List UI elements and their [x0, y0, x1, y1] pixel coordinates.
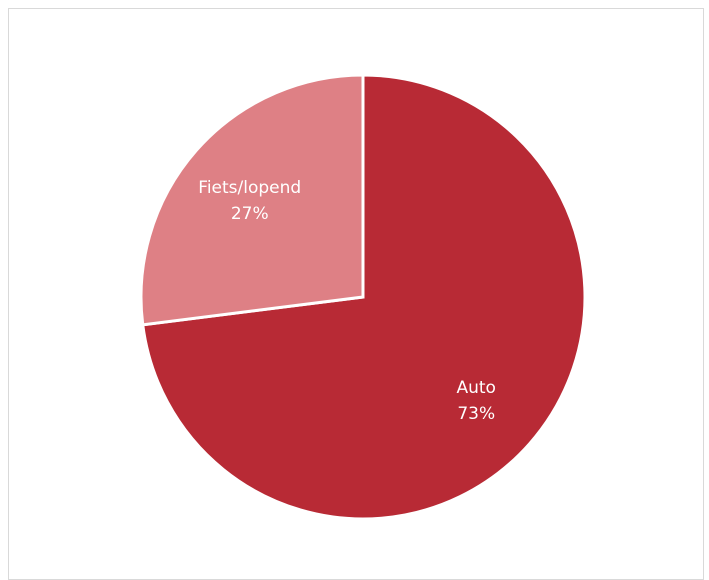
pie-slice-fiets-lopend [139, 73, 365, 327]
slice-label-auto-name: Auto [456, 378, 495, 398]
pie-slices [139, 73, 587, 521]
slice-label-fiets-value: 27% [231, 204, 269, 224]
pie-labels: Auto 73% Fiets/lopend 27% [198, 178, 496, 424]
slice-label-auto-value: 73% [457, 404, 495, 424]
slice-label-fiets-name: Fiets/lopend [198, 178, 301, 198]
